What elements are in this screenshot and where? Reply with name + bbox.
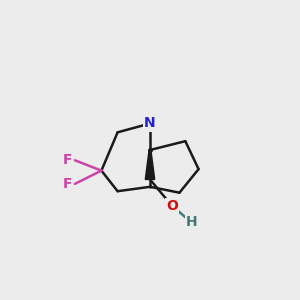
Polygon shape <box>145 150 155 179</box>
Text: H: H <box>185 215 197 229</box>
Text: N: N <box>144 116 156 130</box>
Text: F: F <box>63 153 72 167</box>
Text: F: F <box>63 177 72 191</box>
Text: O: O <box>166 199 178 213</box>
